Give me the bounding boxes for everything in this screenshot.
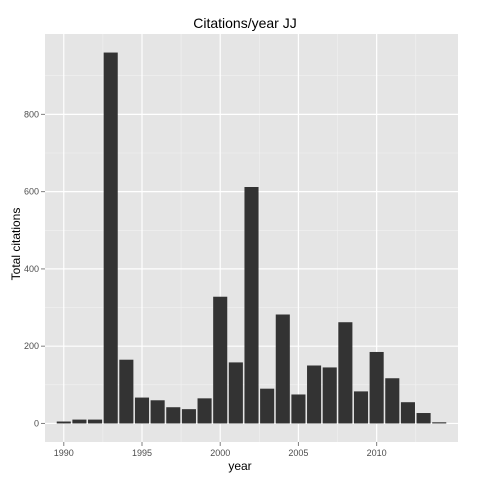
y-tick-label: 200 (24, 341, 39, 351)
bar-2001 (228, 362, 243, 424)
chart-title: Citations/year JJ (193, 15, 296, 31)
x-axis-title: year (228, 459, 251, 473)
x-axis: 1990 1995 2000 2005 2010 (54, 442, 387, 458)
bar-2009 (353, 391, 369, 424)
x-tick-label: 1990 (54, 448, 74, 458)
x-tick-label: 2005 (288, 448, 308, 458)
bar-2003 (260, 388, 275, 424)
bar-1990 (56, 421, 71, 424)
bar-1995 (134, 397, 150, 424)
y-axis: 0 200 400 600 800 (24, 109, 45, 428)
bar-1997 (166, 407, 181, 424)
y-tick-label: 400 (24, 264, 39, 274)
bar-2004 (275, 314, 290, 424)
bar-2007 (322, 367, 337, 424)
bar-2008 (338, 322, 353, 424)
bar-2012 (400, 402, 415, 424)
bar-1999 (197, 398, 212, 424)
bar-2014 (432, 422, 447, 424)
x-tick-label: 2000 (210, 448, 230, 458)
bar-1998 (181, 409, 196, 424)
y-tick-label: 800 (24, 109, 39, 119)
bars (56, 52, 447, 424)
bar-2002 (244, 187, 259, 424)
y-axis-title: Total citations (9, 208, 23, 281)
bar-2010 (369, 351, 384, 424)
bar-1993 (103, 52, 118, 424)
bar-1991 (72, 419, 87, 424)
bar-2013 (416, 413, 431, 424)
bar-1996 (150, 400, 165, 424)
bar-2011 (385, 378, 400, 424)
x-tick-label: 1995 (132, 448, 152, 458)
bar-2006 (307, 365, 322, 424)
bar-1992 (88, 419, 103, 424)
bar-2005 (291, 394, 306, 424)
x-tick-label: 2010 (367, 448, 387, 458)
y-tick-label: 600 (24, 187, 39, 197)
y-tick-label: 0 (34, 418, 39, 428)
bar-1994 (119, 359, 134, 424)
bar-2000 (213, 296, 228, 424)
